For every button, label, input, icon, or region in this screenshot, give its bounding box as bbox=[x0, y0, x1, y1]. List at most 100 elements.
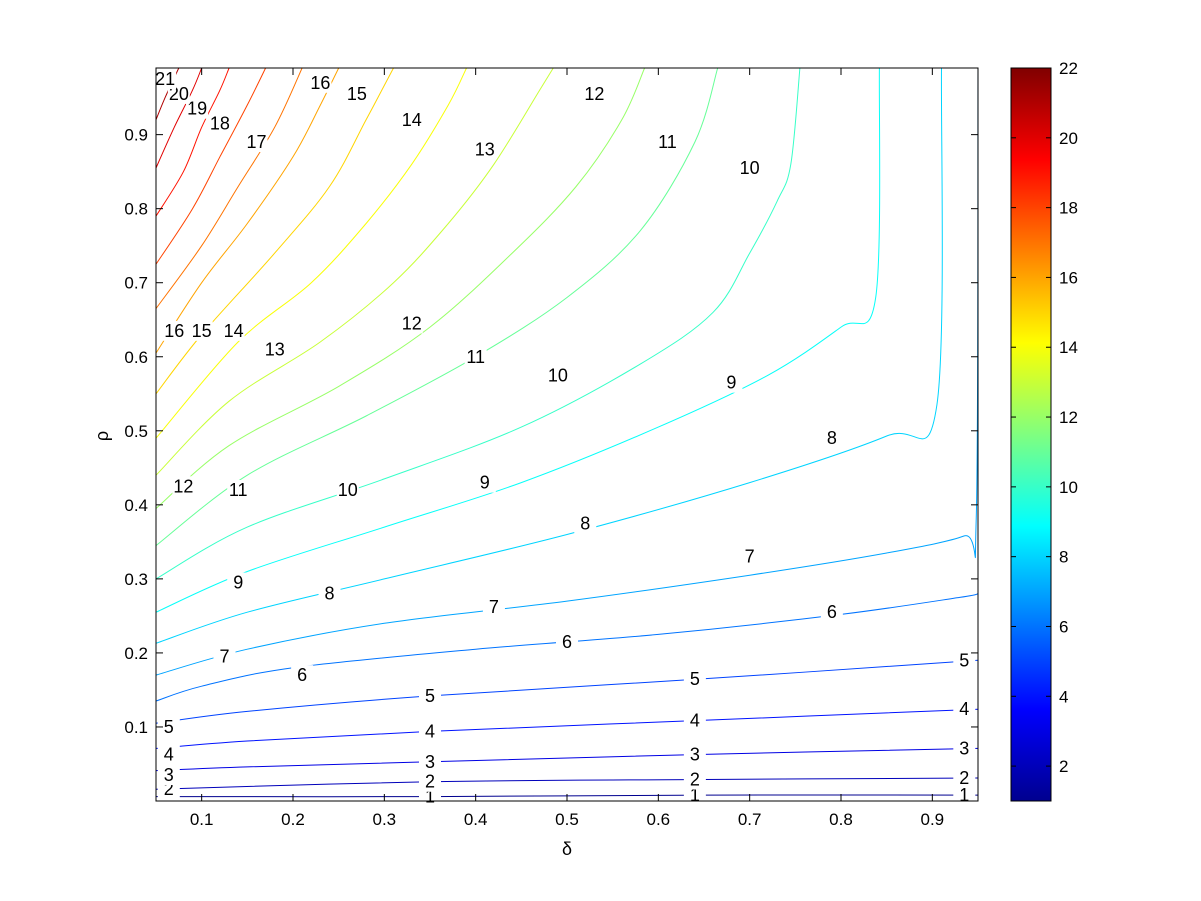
contour-label-13: 13 bbox=[265, 339, 285, 359]
contour-label-1: 1 bbox=[690, 785, 700, 805]
contour-label-11: 11 bbox=[466, 347, 485, 367]
contour-label-bg bbox=[245, 132, 268, 153]
contour-line-14 bbox=[156, 68, 467, 439]
contour-label-2: 2 bbox=[164, 779, 174, 799]
colorbar-tick-label: 20 bbox=[1059, 129, 1078, 148]
contour-label-bg bbox=[683, 710, 706, 731]
contour-line-17 bbox=[156, 68, 303, 309]
contour-label-7: 7 bbox=[219, 647, 229, 667]
contour-label-bg bbox=[190, 320, 213, 341]
contour-line-16 bbox=[156, 68, 340, 354]
contour-label-2: 2 bbox=[690, 770, 700, 790]
contour-label-bg bbox=[738, 157, 761, 178]
contour-label-bg bbox=[473, 139, 496, 160]
contour-label-7: 7 bbox=[489, 597, 499, 617]
contour-label-bg bbox=[309, 72, 332, 93]
contour-label-19: 19 bbox=[187, 99, 207, 119]
contour-label-4: 4 bbox=[425, 721, 435, 741]
colorbar-ticks: 2 4 6 8 10 12 14 16 18 20 22 bbox=[1011, 59, 1078, 776]
contour-label-bg bbox=[953, 650, 976, 671]
colorbar-tick-label: 14 bbox=[1059, 338, 1078, 357]
x-tick-label: 0.7 bbox=[738, 810, 762, 829]
contour-label-bg bbox=[953, 699, 976, 720]
contour-label-4: 4 bbox=[959, 699, 969, 719]
contour-label-bg bbox=[208, 113, 231, 134]
contour-label-bg bbox=[953, 785, 976, 806]
colorbar-tick-label: 22 bbox=[1059, 59, 1078, 78]
contour-label-bg bbox=[336, 480, 359, 501]
contour-label-17: 17 bbox=[246, 132, 266, 152]
contour-label-11: 11 bbox=[229, 480, 248, 500]
contour-label-10: 10 bbox=[548, 365, 568, 385]
contour-label-bg bbox=[738, 546, 761, 567]
contour-label-14: 14 bbox=[402, 110, 422, 130]
contour-label-5: 5 bbox=[959, 650, 969, 670]
contour-line-5 bbox=[156, 659, 978, 724]
contour-label-bg bbox=[163, 320, 186, 341]
contour-label-bg bbox=[720, 372, 743, 393]
contour-label-5: 5 bbox=[425, 686, 435, 706]
contour-label-bg bbox=[683, 744, 706, 765]
contour-label-6: 6 bbox=[562, 632, 572, 652]
contour-label-bg bbox=[419, 751, 441, 772]
colorbar-tick-label: 16 bbox=[1059, 268, 1078, 287]
contour-label-10: 10 bbox=[338, 480, 358, 500]
contour-label-16: 16 bbox=[310, 73, 330, 93]
x-axis-ticks: 0.1 0.2 0.3 0.4 0.5 0.6 0.7 0.8 0.9 bbox=[190, 68, 944, 829]
contour-label-bg bbox=[419, 771, 441, 792]
contour-labels-group: 1 1 12 2 2 233 3 344445555666777888999101010111… bbox=[154, 69, 976, 807]
colorbar-tick-label: 2 bbox=[1059, 757, 1068, 776]
contour-label-bg bbox=[154, 69, 177, 90]
contour-line-13 bbox=[156, 68, 554, 476]
contour-label-bg bbox=[820, 428, 843, 449]
contour-label-8: 8 bbox=[325, 584, 335, 604]
contour-label-bg bbox=[482, 597, 505, 618]
contour-label-bg bbox=[227, 572, 250, 593]
contour-line-8 bbox=[156, 68, 943, 644]
contour-label-bg bbox=[157, 716, 180, 737]
contour-line-20 bbox=[156, 68, 203, 169]
contour-label-4: 4 bbox=[164, 744, 174, 764]
contour-line-18 bbox=[156, 68, 267, 265]
x-tick-label: 0.6 bbox=[647, 810, 671, 829]
contour-label-2: 2 bbox=[425, 772, 435, 792]
contour-label-bg bbox=[157, 765, 180, 786]
contour-label-9: 9 bbox=[233, 573, 243, 593]
contour-label-bg bbox=[345, 83, 368, 104]
contour-label-bg bbox=[683, 769, 706, 790]
contour-label-bg bbox=[556, 631, 578, 652]
contour-label-bg bbox=[953, 738, 976, 759]
contour-label-bg bbox=[419, 721, 441, 742]
contour-label-bg bbox=[473, 472, 496, 493]
contour-label-8: 8 bbox=[580, 513, 590, 533]
contour-label-bg bbox=[683, 785, 706, 806]
contour-line-12 bbox=[156, 68, 646, 509]
contour-label-4: 4 bbox=[690, 710, 700, 730]
contour-label-bg bbox=[574, 513, 597, 534]
x-tick-label: 0.9 bbox=[921, 810, 945, 829]
contour-lines-group bbox=[156, 68, 978, 798]
contour-line-19 bbox=[156, 68, 230, 217]
contour-label-bg bbox=[222, 320, 245, 341]
y-axis-label: ρ bbox=[92, 431, 112, 441]
y-axis-ticks: 0.1 0.2 0.3 0.4 0.5 0.6 0.7 0.8 0.9 bbox=[124, 126, 978, 737]
contour-label-12: 12 bbox=[173, 476, 193, 496]
contour-label-bg bbox=[186, 98, 209, 119]
contour-line-10 bbox=[156, 68, 801, 580]
contour-label-bg bbox=[157, 744, 180, 765]
colorbar bbox=[1010, 67, 1052, 802]
colorbar-tick-label: 18 bbox=[1059, 199, 1078, 218]
contour-label-1: 1 bbox=[959, 785, 969, 805]
colorbar-tick-label: 12 bbox=[1059, 408, 1078, 427]
y-tick-label: 0.3 bbox=[124, 570, 148, 589]
contour-label-bg bbox=[464, 346, 487, 367]
x-tick-label: 0.8 bbox=[829, 810, 853, 829]
contour-label-21: 21 bbox=[155, 69, 175, 89]
contour-label-bg bbox=[291, 665, 314, 686]
contour-label-6: 6 bbox=[297, 665, 307, 685]
x-axis-label: δ bbox=[562, 839, 572, 859]
contour-label-3: 3 bbox=[690, 744, 700, 764]
x-tick-label: 0.5 bbox=[555, 810, 579, 829]
contour-line-3 bbox=[156, 747, 978, 772]
contour-label-bg bbox=[213, 646, 236, 667]
